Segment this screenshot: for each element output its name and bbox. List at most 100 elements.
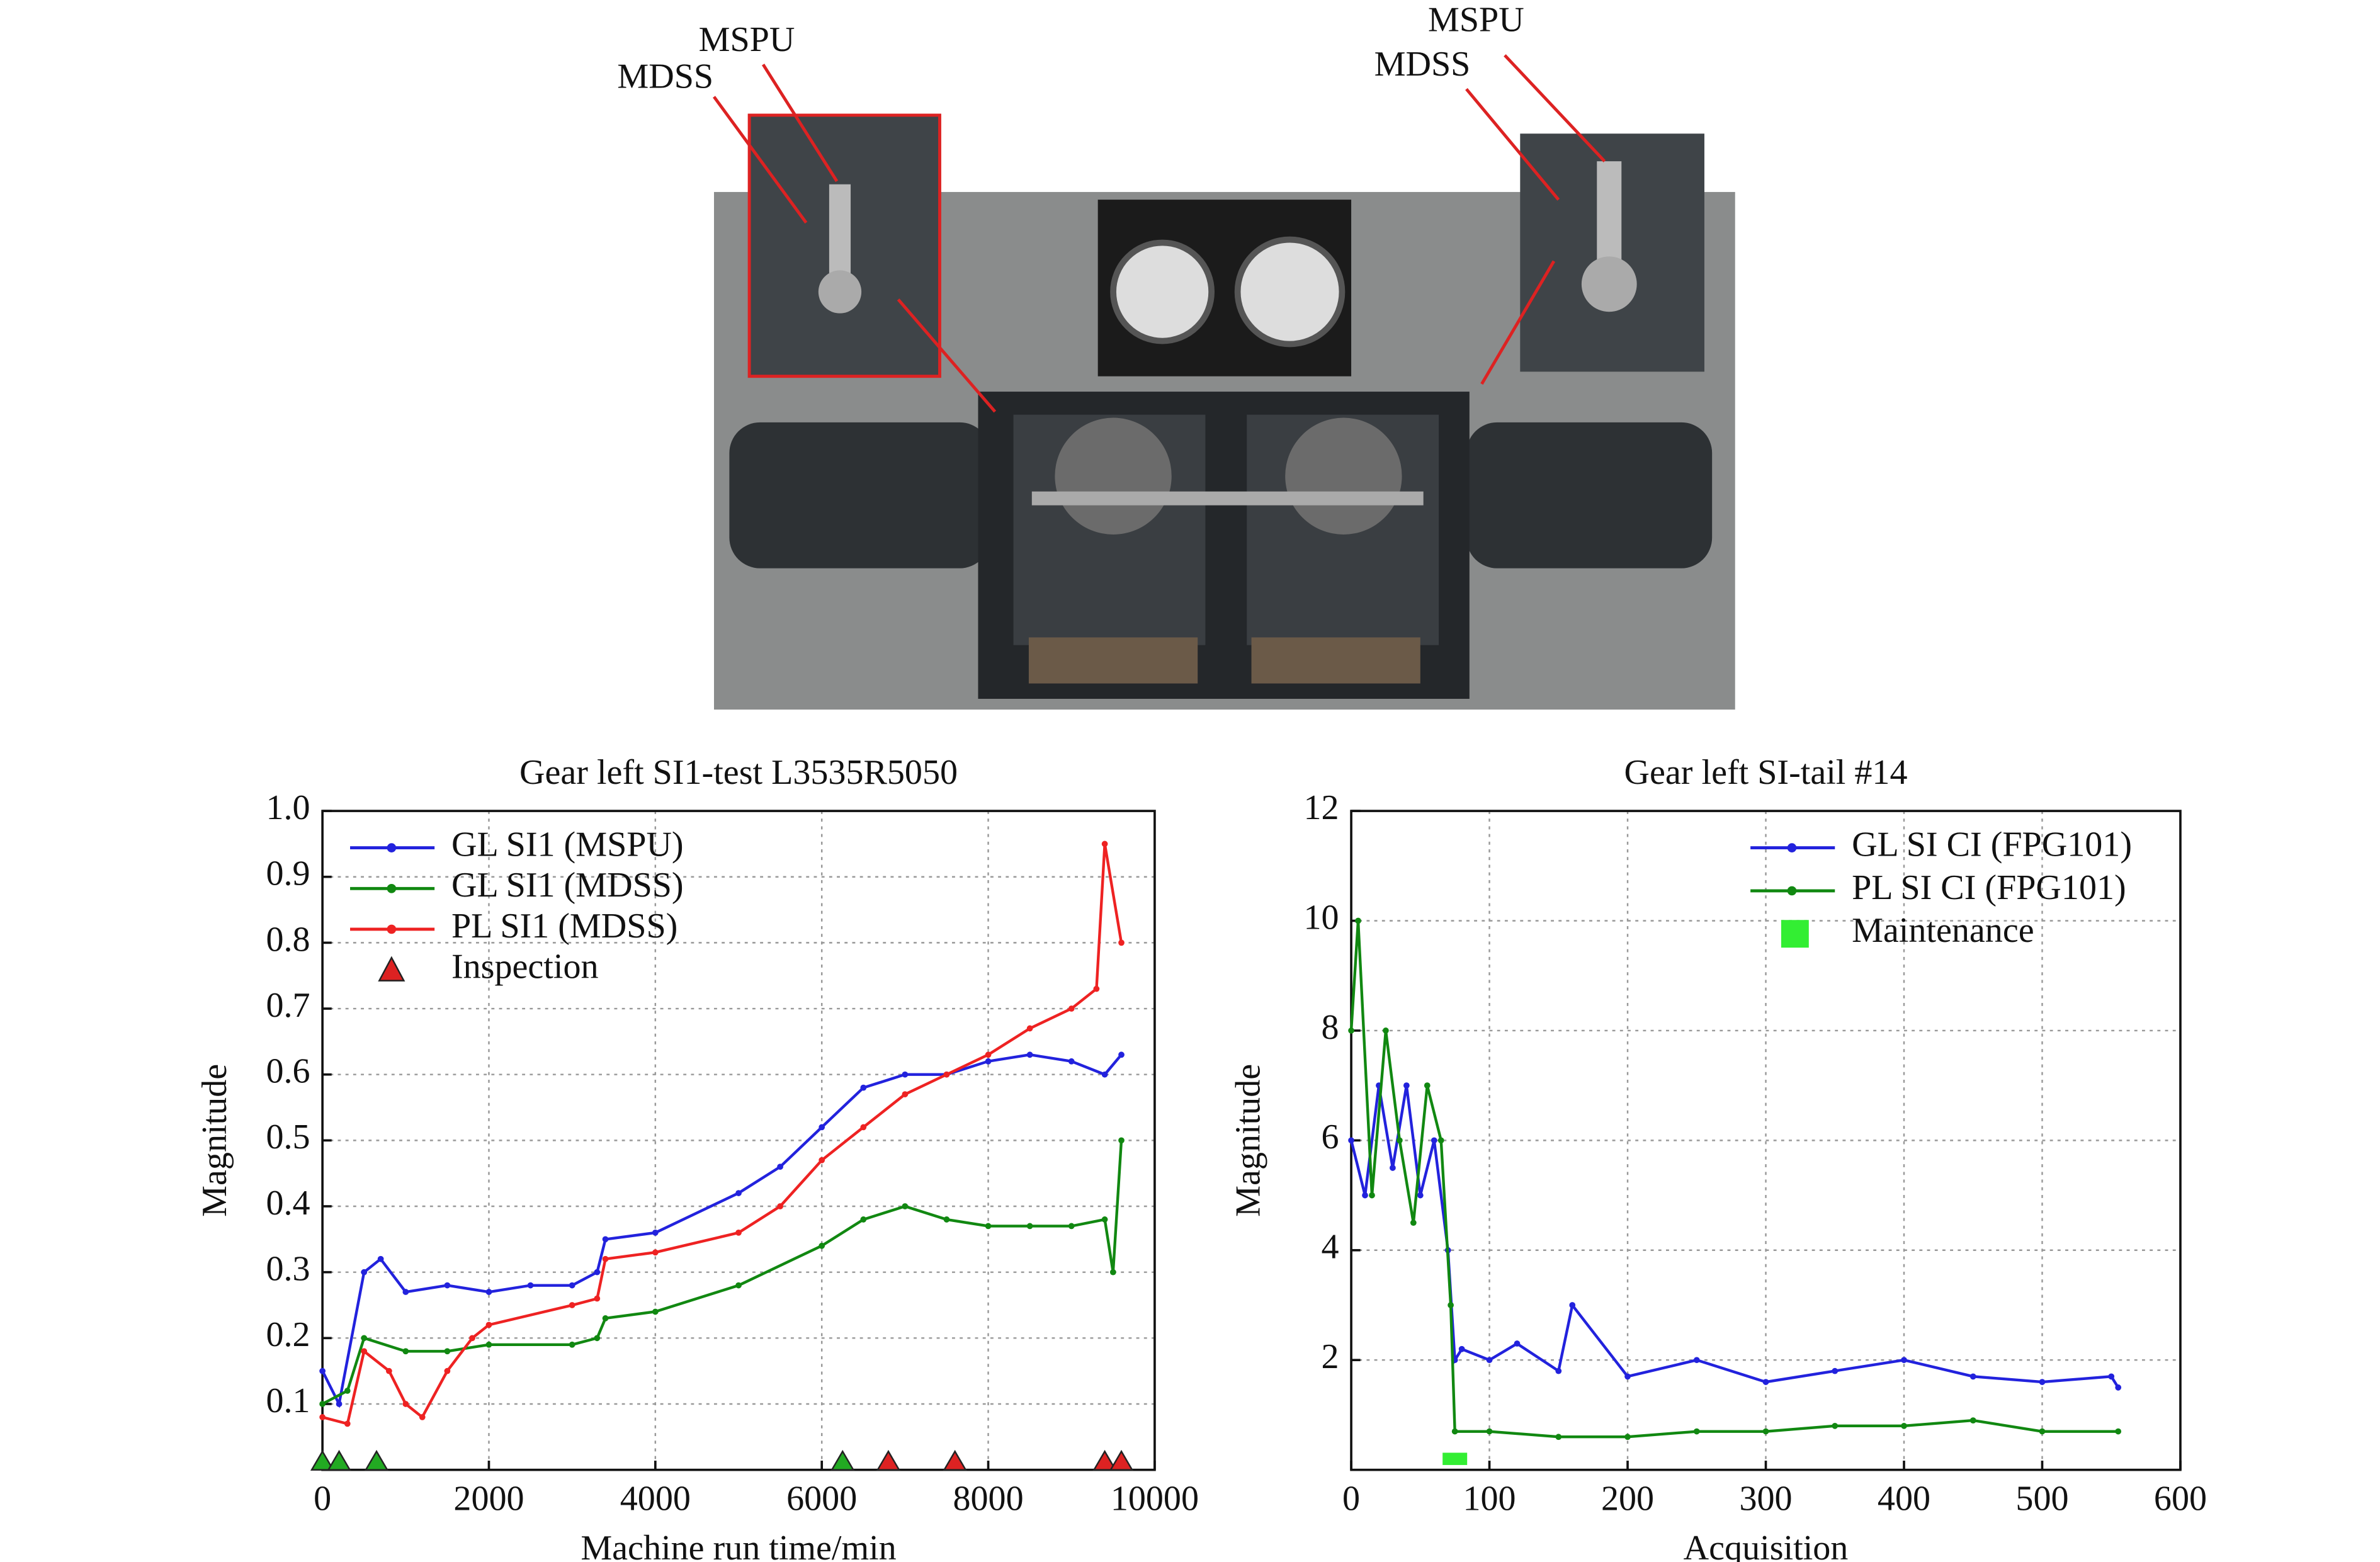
legend-swatch [1787, 886, 1797, 896]
data-point [485, 1289, 492, 1295]
x-axis-label: Machine run time/min [581, 1529, 896, 1562]
data-point [1026, 1223, 1033, 1230]
series-line [1349, 1085, 2120, 1389]
photo-label: MDSS [617, 57, 713, 96]
sensor [1581, 256, 1637, 312]
x-tick-label: 4000 [620, 1480, 691, 1519]
data-point [602, 1315, 609, 1321]
data-point [2115, 1428, 2122, 1435]
data-point [735, 1229, 742, 1236]
arrow [713, 96, 808, 224]
data-point [1101, 840, 1108, 847]
y-tick-label: 10 [1303, 898, 1339, 937]
gauge [1234, 236, 1346, 348]
data-point [1093, 985, 1100, 992]
data-point [943, 1071, 950, 1078]
data-point [1832, 1367, 1839, 1374]
legend-swatch [387, 883, 397, 893]
data-point [1901, 1422, 1907, 1429]
y-tick-label: 6 [1322, 1118, 1339, 1157]
x-tick-label: 400 [1878, 1480, 1930, 1519]
inspection-marker [876, 1449, 901, 1471]
data-point [594, 1295, 601, 1302]
legend-label: PL SI CI (FPG101) [1852, 868, 2126, 907]
y-tick-label: 0.4 [266, 1184, 310, 1223]
data-point [1410, 1220, 1417, 1226]
data-point [1424, 1082, 1431, 1089]
data-point [344, 1388, 351, 1394]
data-point [819, 1124, 825, 1131]
legend-swatch [1781, 920, 1809, 948]
chart-title: Gear left SI1-test L3535R5050 [519, 753, 958, 792]
data-point [336, 1401, 343, 1407]
data-point [1403, 1082, 1410, 1089]
data-point [469, 1335, 475, 1342]
data-point [985, 1051, 992, 1058]
data-point [527, 1282, 534, 1289]
data-point [1555, 1367, 1562, 1374]
data-point [902, 1071, 909, 1078]
y-tick-label: 12 [1303, 788, 1339, 827]
inspection-marker [1109, 1449, 1134, 1471]
data-point [1362, 1192, 1368, 1199]
data-point [1109, 1269, 1116, 1276]
data-point [402, 1401, 409, 1407]
x-tick-label: 0 [1342, 1480, 1360, 1519]
data-point [1355, 917, 1361, 924]
data-point [444, 1282, 451, 1289]
data-point [569, 1341, 575, 1348]
legend-swatch [387, 924, 397, 934]
data-point [361, 1335, 368, 1342]
data-point [1437, 1137, 1444, 1144]
data-point [1486, 1428, 1493, 1435]
data-point [1026, 1051, 1033, 1058]
data-point [1486, 1357, 1493, 1364]
inspection-marker [364, 1449, 389, 1471]
data-point [2108, 1373, 2115, 1380]
y-tick-label: 8 [1322, 1008, 1339, 1047]
plot-frame [321, 810, 1156, 1471]
inspection-marker [830, 1449, 855, 1471]
y-tick-label: 0.9 [266, 854, 310, 893]
legend-label: Maintenance [1852, 911, 2034, 950]
data-point [1026, 1025, 1033, 1032]
data-point [1118, 1137, 1125, 1144]
data-point [735, 1282, 742, 1289]
data-point [1397, 1137, 1403, 1144]
data-point [385, 1367, 392, 1374]
base [1028, 637, 1198, 684]
data-point [777, 1203, 783, 1209]
data-point [402, 1289, 409, 1295]
data-point [819, 1157, 825, 1163]
data-point [2039, 1428, 2046, 1435]
y-tick-label: 0.3 [266, 1250, 310, 1289]
y-tick-label: 0.5 [266, 1118, 310, 1157]
data-point [485, 1321, 492, 1328]
data-point [1101, 1216, 1108, 1223]
y-tick-label: 0.7 [266, 986, 310, 1025]
y-tick-label: 4 [1322, 1228, 1339, 1267]
data-point [1762, 1428, 1769, 1435]
data-point [1448, 1302, 1454, 1308]
legend-label: GL SI1 (MDSS) [451, 866, 684, 905]
data-point [1431, 1137, 1437, 1144]
data-point [1514, 1340, 1521, 1347]
data-point [361, 1348, 368, 1355]
shaft [1031, 491, 1424, 506]
data-point [1762, 1379, 1769, 1385]
gauge [1110, 239, 1215, 344]
sensor [818, 270, 862, 314]
data-point [902, 1091, 909, 1097]
series-line [322, 844, 1123, 1426]
arrow [1480, 260, 1556, 385]
data-point [602, 1236, 609, 1243]
base [1251, 637, 1420, 684]
legend-label: PL SI1 (MDSS) [451, 907, 677, 946]
data-point [569, 1302, 575, 1308]
data-point [652, 1249, 659, 1256]
data-point [735, 1190, 742, 1196]
legend-label: Inspection [451, 947, 599, 986]
data-point [1068, 1005, 1075, 1012]
